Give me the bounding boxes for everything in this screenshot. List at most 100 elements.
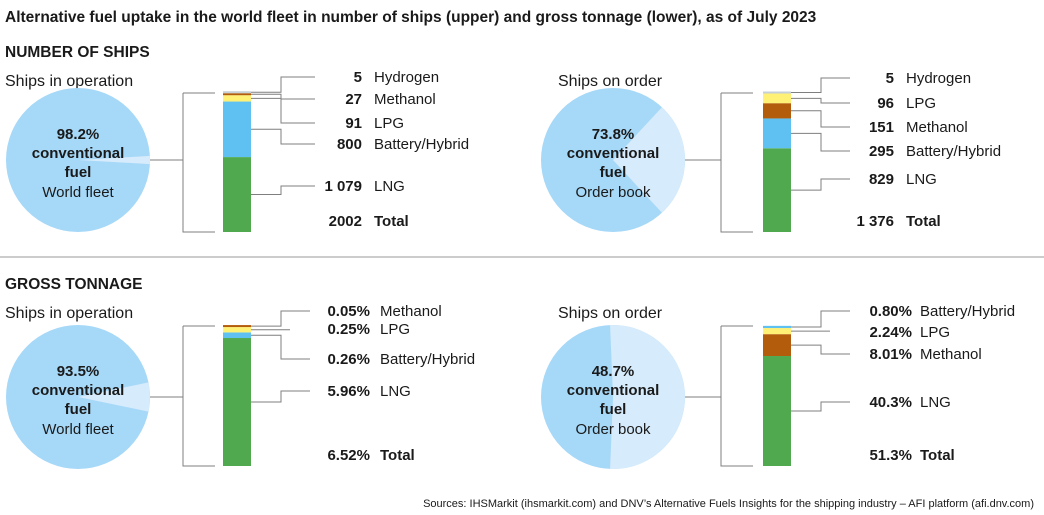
- panel-2-name-battery-hybrid: Battery/Hybrid: [906, 143, 1001, 160]
- section-title-ships: NUMBER OF SHIPS: [5, 44, 150, 61]
- panel-1-bar-lng: [223, 157, 251, 232]
- panel-4-pie-label-fuel: fuel: [600, 401, 627, 418]
- panel-4-title: Ships on order: [558, 305, 663, 322]
- panel-1-value-lng: 1 079: [324, 178, 362, 195]
- panel-3-leader-lng: [251, 390, 310, 403]
- panel-3-bar-lpg: [223, 327, 251, 333]
- panel-4-name-battery-hybrid: Battery/Hybrid: [920, 303, 1015, 320]
- panel-4-leader-lng: [791, 401, 850, 412]
- panel-1-pie-alternative-slice: [78, 155, 150, 165]
- panel-4-leader-methanol: [791, 344, 850, 355]
- panel-3-name-battery-hybrid: Battery/Hybrid: [380, 351, 475, 368]
- panel-2-leader-lpg: [791, 97, 850, 104]
- panel-3-value-lng: 5.96%: [327, 383, 370, 400]
- panel-3-bar-battery-hybrid: [223, 332, 251, 339]
- panel-4-value-lpg: 2.24%: [869, 324, 912, 341]
- panel-3-pie-label-conventional: conventional: [32, 382, 125, 399]
- panel-2-pie-label-conventional: conventional: [567, 145, 660, 162]
- panel-4-bar-methanol: [763, 334, 791, 357]
- panel-4-bar-lng: [763, 356, 791, 466]
- panel-1-total-value: 2002: [329, 213, 362, 230]
- panel-2-name-lpg: LPG: [906, 95, 936, 112]
- panel-1-total-name: Total: [374, 213, 409, 230]
- panel-4-name-methanol: Methanol: [920, 346, 982, 363]
- panel-1-name-methanol: Methanol: [374, 91, 436, 108]
- panel-4-bracket: [720, 325, 753, 467]
- source-note: Sources: IHSMarkit (ihsmarkit.com) and D…: [423, 498, 1034, 510]
- panel-1-name-hydrogen: Hydrogen: [374, 69, 439, 86]
- section-title-tonnage: GROSS TONNAGE: [5, 276, 143, 293]
- panel-2-pie-alternative-slice: [613, 107, 685, 213]
- panel-4-value-lng: 40.3%: [869, 394, 912, 411]
- panel-1-leader-lpg: [251, 97, 315, 124]
- panel-1-name-lng: LNG: [374, 178, 405, 195]
- panel-2-value-lng: 829: [869, 171, 894, 188]
- panel-2-pie-percent: 73.8%: [592, 126, 635, 143]
- panel-3-pie-label-fleet: World fleet: [42, 421, 114, 438]
- panel-3-value-lpg: 0.25%: [327, 321, 370, 338]
- panel-2-bar-methanol: [763, 103, 791, 119]
- panel-2-leader-methanol: [791, 110, 850, 128]
- panel-2-bar-hydrogen: [763, 91, 791, 94]
- panel-1-bracket: [182, 92, 215, 233]
- panel-1-pie-label-conventional: conventional: [32, 145, 125, 162]
- panel-4-pie-label-fleet: Order book: [575, 421, 651, 438]
- panel-4-total-value: 51.3%: [869, 447, 912, 464]
- panel-2-bar-lng: [763, 148, 791, 232]
- panel-2-pie-label-fuel: fuel: [600, 164, 627, 181]
- panel-2-bar-lpg: [763, 93, 791, 104]
- panel-1-title: Ships in operation: [5, 73, 133, 90]
- panel-1-value-lpg: 91: [345, 115, 362, 132]
- panel-1-name-battery-hybrid: Battery/Hybrid: [374, 136, 469, 153]
- panel-1-leader-battery-hybrid: [251, 128, 315, 145]
- panel-1-bar-battery-hybrid: [223, 101, 251, 158]
- panel-1-value-hydrogen: 5: [354, 69, 362, 86]
- panel-1-leader-methanol: [251, 93, 315, 100]
- panel-4-pie-alternative-slice: [610, 325, 685, 470]
- chart-title: Alternative fuel uptake in the world fle…: [5, 9, 817, 26]
- panel-3-value-battery-hybrid: 0.26%: [327, 351, 370, 368]
- panel-3-leader-battery-hybrid: [251, 334, 310, 360]
- panel-2-leader-lng: [791, 178, 850, 191]
- panel-3-pie-percent: 93.5%: [57, 363, 100, 380]
- panel-3-pie-label-fuel: fuel: [65, 401, 92, 418]
- panel-2-bar-battery-hybrid: [763, 118, 791, 149]
- panel-2-value-battery-hybrid: 295: [869, 143, 894, 160]
- panel-2-name-lng: LNG: [906, 171, 937, 188]
- panel-4-bar-battery-hybrid: [763, 325, 791, 329]
- panel-4-leader-battery-hybrid: [791, 310, 850, 328]
- panel-1-leader-hydrogen: [251, 76, 315, 93]
- panel-1-leader-lng: [251, 185, 315, 195]
- panel-2-title: Ships on order: [558, 73, 663, 90]
- panel-2-leader-battery-hybrid: [791, 132, 850, 152]
- panel-3-total-name: Total: [380, 447, 415, 464]
- panel-3-name-methanol: Methanol: [380, 303, 442, 320]
- panel-1-bar-hydrogen: [223, 91, 251, 94]
- panel-1-bar-lpg: [223, 95, 251, 102]
- panel-4-value-methanol: 8.01%: [869, 346, 912, 363]
- panel-4-pie-percent: 48.7%: [592, 363, 635, 380]
- panel-3-value-methanol: 0.05%: [327, 303, 370, 320]
- panel-2-name-hydrogen: Hydrogen: [906, 70, 971, 87]
- panel-3-name-lpg: LPG: [380, 321, 410, 338]
- panel-1-value-methanol: 27: [345, 91, 362, 108]
- panel-3-title: Ships in operation: [5, 305, 133, 322]
- panel-4-total-name: Total: [920, 447, 955, 464]
- panel-1-name-lpg: LPG: [374, 115, 404, 132]
- panel-3-leader-methanol: [251, 310, 310, 327]
- panel-4-pie-label-conventional: conventional: [567, 382, 660, 399]
- panel-3-bracket: [182, 325, 215, 467]
- panel-2-total-value: 1 376: [856, 213, 894, 230]
- panel-2-bracket: [720, 92, 753, 233]
- panel-3-pie-alternative-slice: [78, 382, 150, 412]
- panel-1-pie-label-fuel: fuel: [65, 164, 92, 181]
- panel-1-bar-methanol: [223, 93, 251, 96]
- panel-2-pie-label-fleet: Order book: [575, 184, 651, 201]
- panel-1-pie-label-fleet: World fleet: [42, 184, 114, 201]
- panel-2-total-name: Total: [906, 213, 941, 230]
- panel-4-value-battery-hybrid: 0.80%: [869, 303, 912, 320]
- panel-3-name-lng: LNG: [380, 383, 411, 400]
- panel-2-value-methanol: 151: [869, 119, 894, 136]
- panel-4-name-lpg: LPG: [920, 324, 950, 341]
